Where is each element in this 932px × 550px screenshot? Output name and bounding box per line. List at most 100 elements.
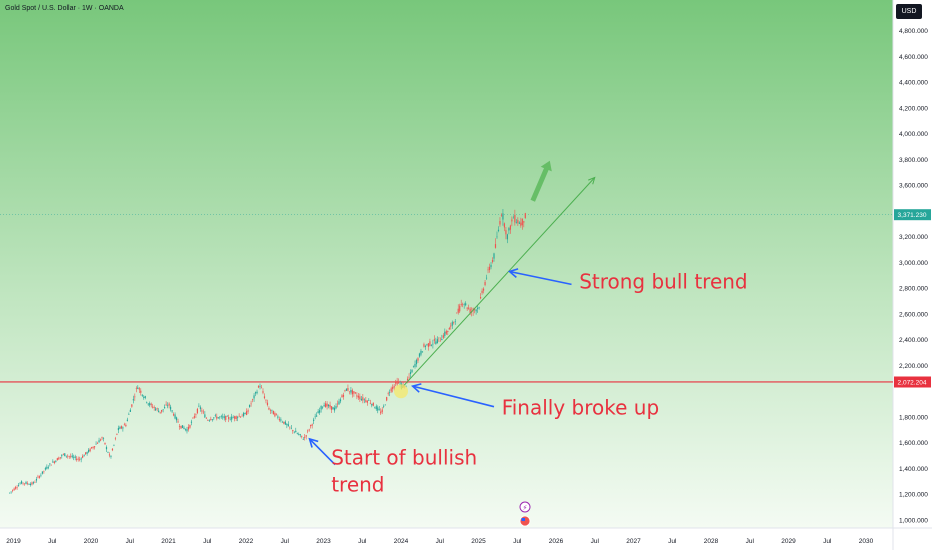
candle-body (208, 420, 210, 421)
candle-body (336, 403, 339, 405)
candle-body (347, 388, 349, 391)
candle-body (184, 428, 187, 430)
candle-body (77, 458, 79, 460)
candle-body (274, 413, 276, 417)
price-tick-label: 4,800.000 (899, 28, 928, 35)
candle-body (406, 378, 409, 381)
projection-arrow[interactable] (530, 160, 552, 202)
candle-body (420, 350, 422, 355)
price-tick-label: 2,800.000 (899, 286, 928, 293)
candle-body (201, 410, 203, 412)
candle-body (254, 392, 257, 394)
candle-body (372, 402, 374, 406)
price-tick-label: 2,400.000 (899, 337, 928, 344)
candle-body (56, 458, 58, 461)
us-flag-canton (521, 518, 525, 521)
candle-body (384, 404, 386, 406)
candle-body (298, 434, 300, 435)
candle-body (132, 399, 134, 401)
candle-body (226, 416, 228, 417)
candle-body (22, 482, 24, 484)
candle-body (150, 403, 152, 405)
candle-body (354, 392, 356, 394)
candle-body (259, 385, 261, 387)
event-markers[interactable]: ⚡ (519, 501, 531, 527)
candle-body (41, 471, 44, 474)
candle-body (16, 487, 18, 488)
start-of-bullish-trend-label-line2: trend (331, 473, 384, 497)
candle-body (192, 417, 194, 419)
candle-body (169, 406, 172, 410)
currency-unit-button[interactable]: USD (896, 4, 922, 19)
candle-body (149, 403, 151, 406)
candle-body (398, 381, 400, 383)
candle-body (511, 219, 513, 222)
candle-body (362, 397, 364, 401)
candle-body (189, 424, 191, 428)
candle-body (462, 304, 464, 306)
candle-body (383, 406, 385, 407)
candle-body (506, 234, 509, 240)
candle-body (436, 339, 438, 344)
candle-body (424, 346, 427, 347)
candle-body (99, 439, 102, 441)
candle-body (380, 411, 382, 414)
candle-body (322, 406, 324, 408)
candle-body (50, 464, 52, 466)
candle-body (280, 419, 282, 421)
candle-body (156, 408, 158, 409)
candle-body (491, 260, 494, 262)
candle-body (216, 416, 218, 419)
chart-title: Gold Spot / U.S. Dollar · 1W · OANDA (5, 5, 124, 12)
time-tick-label: 2019 (6, 538, 21, 545)
candle-body (335, 406, 337, 409)
candle-body (74, 456, 76, 458)
candle-body (392, 387, 394, 389)
candle-body (418, 353, 421, 357)
candle-body (360, 398, 362, 400)
candle-body (448, 328, 450, 330)
lightning-glyph: ⚡ (523, 504, 528, 512)
candle-body (53, 461, 55, 463)
candle-body (246, 411, 248, 415)
candle-body (339, 399, 342, 402)
candle-body (518, 222, 520, 224)
candle-body (161, 410, 163, 412)
candle-body (387, 393, 389, 394)
candle-body (457, 308, 459, 313)
candle-body (286, 423, 288, 425)
candle-body (411, 370, 413, 373)
time-tick-label: Jul (281, 538, 290, 545)
candle-body (310, 425, 312, 427)
candle-body (38, 476, 41, 478)
candle-body (496, 236, 498, 238)
candle-body (117, 428, 120, 431)
start-of-bullish-trend-arrow[interactable] (308, 438, 336, 466)
candle-body (204, 414, 206, 418)
time-tick-label: 2030 (859, 538, 874, 545)
uptrend-line[interactable] (400, 177, 596, 390)
candle-body (450, 325, 452, 327)
candle-body (487, 269, 489, 271)
candle-body (70, 456, 72, 457)
candle-body (485, 277, 488, 279)
time-tick-label: Jul (203, 538, 212, 545)
candle-body (481, 290, 483, 293)
candle-body (296, 433, 298, 434)
candle-body (219, 416, 221, 418)
candle-body (52, 461, 54, 463)
time-tick-label: 2024 (394, 538, 409, 545)
candle-body (488, 266, 491, 270)
candle-body (451, 322, 453, 326)
candle-body (289, 426, 291, 428)
strong-bull-trend-arrow[interactable] (509, 270, 572, 286)
candle-body (469, 308, 471, 313)
candle-body (23, 483, 26, 485)
lightning-event-icon[interactable] (519, 501, 531, 513)
finally-broke-up-arrow[interactable] (412, 385, 495, 408)
candle-body (168, 403, 170, 406)
candle-body (147, 403, 149, 405)
candle-body (327, 404, 330, 407)
price-axis-background (893, 0, 932, 528)
